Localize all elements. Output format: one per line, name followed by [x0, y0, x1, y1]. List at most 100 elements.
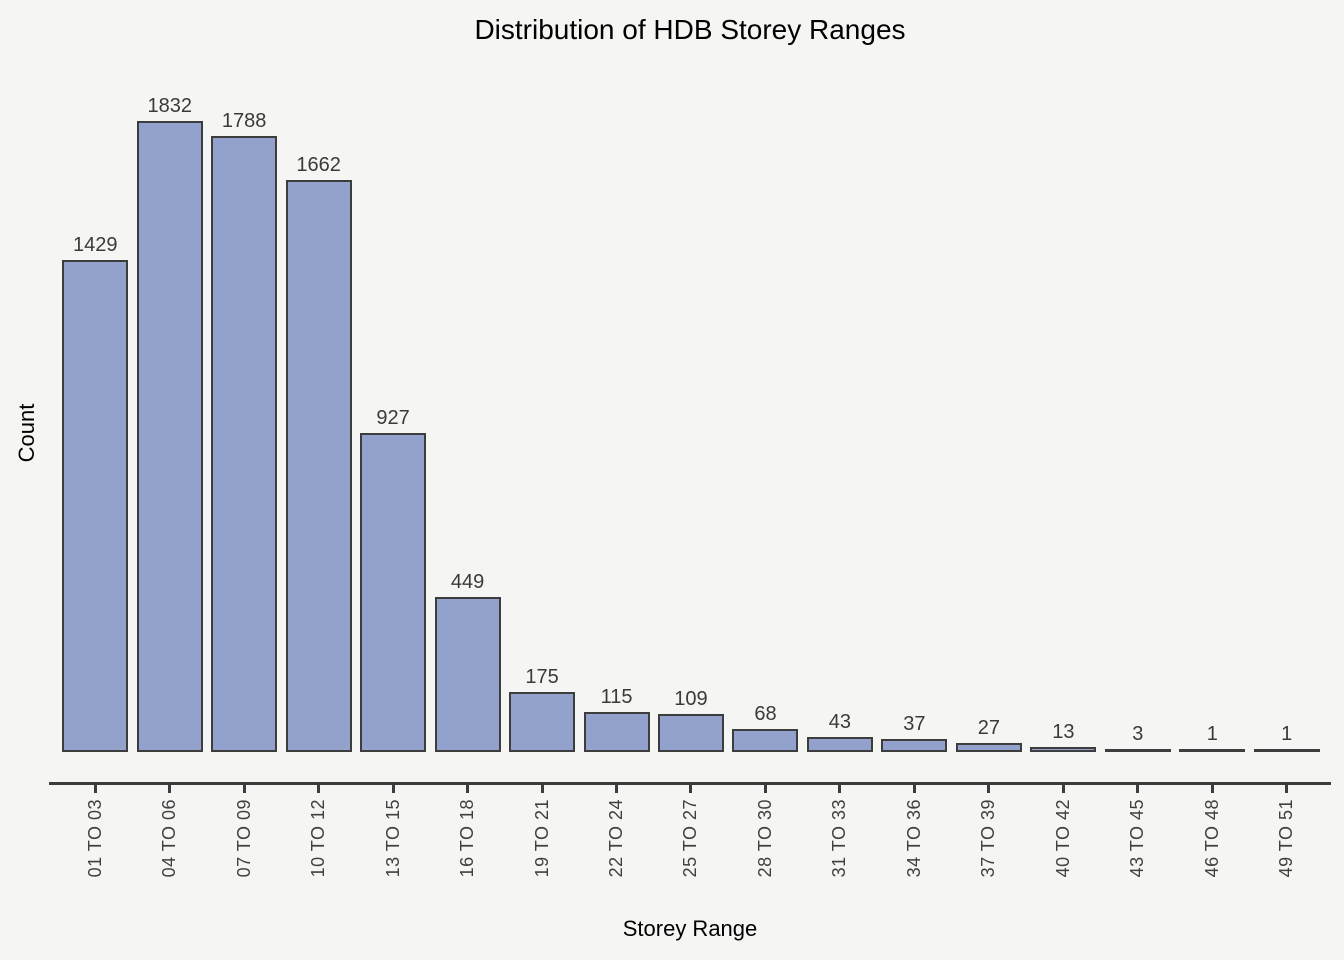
x-axis-tick-label: 40 TO 42: [1026, 799, 1100, 911]
bar: [434, 597, 501, 752]
bar: [1253, 749, 1320, 752]
bar-slot: 927: [356, 85, 430, 752]
bar-slot: 37: [877, 85, 951, 752]
bar-slot: 1429: [58, 85, 132, 752]
bar: [1030, 747, 1097, 752]
bar: [360, 433, 427, 752]
bar-value-label: 115: [600, 686, 633, 708]
bar-slot: 43: [803, 85, 877, 752]
x-axis-tick-label-text: 25 TO 27: [680, 799, 701, 878]
x-axis-title: Storey Range: [622, 916, 758, 941]
bar-slot: 27: [952, 85, 1026, 752]
bar-value-label: 68: [754, 703, 777, 725]
x-axis-tick-label: 37 TO 39: [952, 799, 1026, 911]
bar-value-label: 927: [376, 407, 410, 429]
x-axis-tick-label: 25 TO 27: [654, 799, 728, 911]
bar-value-label: 109: [674, 688, 708, 710]
x-axis-tick-mark: [1250, 785, 1324, 793]
bar-value-label: 37: [903, 713, 926, 735]
bar-slot: 1788: [207, 85, 281, 752]
bar: [732, 729, 799, 752]
bar-value-label: 43: [828, 711, 852, 733]
x-axis-tick-mark: [1175, 785, 1249, 793]
y-axis-title: Count: [14, 403, 39, 463]
bar: [285, 180, 352, 752]
bar-value-label: 27: [977, 717, 1000, 739]
x-axis-tick-label: 43 TO 45: [1101, 799, 1175, 911]
x-axis-ticks: [58, 785, 1324, 793]
x-axis-tick-label-text: 16 TO 18: [457, 799, 478, 878]
bar: [657, 714, 724, 752]
bar-value-label: 1: [1281, 723, 1293, 745]
x-axis-tick-label-text: 37 TO 39: [978, 799, 999, 878]
plot-area: 1429 1832 1788 1662 927 449 175 115 109 68 43 37 27 1…: [58, 85, 1324, 752]
bar-slot: 1832: [132, 85, 206, 752]
x-axis-tick-label-text: 49 TO 51: [1276, 799, 1297, 878]
x-axis-tick-label: 22 TO 24: [579, 799, 653, 911]
bar-slot: 1: [1175, 85, 1249, 752]
x-axis-tick-label-text: 19 TO 21: [531, 799, 552, 878]
x-axis-tick-label: 10 TO 12: [281, 799, 355, 911]
x-axis-tick-mark: [58, 785, 132, 793]
bar-slot: 175: [505, 85, 579, 752]
x-axis-tick-mark: [505, 785, 579, 793]
bar-value-label: 1788: [221, 110, 267, 132]
x-axis-tick-label: 07 TO 09: [207, 799, 281, 911]
x-axis-tick-label: 16 TO 18: [430, 799, 504, 911]
x-axis-tick-label-text: 43 TO 45: [1127, 799, 1148, 878]
bar-value-label: 1662: [296, 154, 341, 176]
x-axis-tick-mark: [356, 785, 430, 793]
bar-slot: 449: [430, 85, 504, 752]
bar: [1179, 749, 1246, 752]
bar-slot: 13: [1026, 85, 1100, 752]
bar-value-label: 449: [450, 571, 485, 593]
bar: [955, 743, 1022, 752]
x-axis-tick-mark: [207, 785, 281, 793]
x-axis-tick-label: 34 TO 36: [877, 799, 951, 911]
x-axis-tick-mark: [132, 785, 206, 793]
x-axis-tick-label: 28 TO 30: [728, 799, 802, 911]
x-axis-tick-label: 19 TO 21: [505, 799, 579, 911]
x-axis-tick-label-text: 22 TO 24: [606, 799, 627, 878]
x-axis-tick-label: 13 TO 15: [356, 799, 430, 911]
bar: [881, 739, 948, 752]
x-axis-tick-label: 01 TO 03: [58, 799, 132, 911]
bar: [509, 692, 576, 752]
x-axis-tick-mark: [803, 785, 877, 793]
bar-value-label: 1: [1206, 723, 1218, 745]
x-axis-tick-label-text: 10 TO 12: [308, 799, 329, 878]
x-axis-tick-mark: [281, 785, 355, 793]
bar: [136, 121, 203, 752]
x-axis-tick-label-text: 34 TO 36: [903, 799, 924, 878]
x-axis-tick-label: 31 TO 33: [803, 799, 877, 911]
x-axis-tick-mark: [1026, 785, 1100, 793]
x-axis-tick-mark: [579, 785, 653, 793]
x-axis-tick-label: 49 TO 51: [1250, 799, 1324, 911]
bar-value-label: 3: [1132, 723, 1144, 745]
x-axis-line: [49, 782, 1331, 785]
bar-value-label: 1429: [72, 234, 118, 256]
x-axis-tick-mark: [728, 785, 802, 793]
bar: [62, 260, 129, 752]
bar-slot: 1662: [281, 85, 355, 752]
x-axis-tick-label-text: 40 TO 42: [1052, 799, 1073, 878]
bar: [583, 712, 650, 752]
x-axis-tick-label-text: 46 TO 48: [1201, 799, 1222, 878]
x-axis-tick-label-text: 28 TO 30: [754, 799, 775, 878]
x-axis-tick-label-text: 31 TO 33: [829, 799, 850, 878]
bar-slot: 109: [654, 85, 728, 752]
bar-slot: 68: [728, 85, 802, 752]
x-axis-tick-label-text: 01 TO 03: [84, 799, 105, 878]
bar-value-label: 1832: [147, 95, 192, 117]
bar-slot: 3: [1101, 85, 1175, 752]
x-axis-tick-labels: 01 TO 03 04 TO 06 07 TO 09 10 TO 12 13 TO 15…: [58, 799, 1324, 911]
x-axis-tick-mark: [654, 785, 728, 793]
x-axis-tick-label-text: 04 TO 06: [159, 799, 180, 878]
bar: [211, 136, 278, 752]
x-axis-tick-label: 04 TO 06: [132, 799, 206, 911]
x-axis-tick-mark: [877, 785, 951, 793]
bar-slot: 1: [1250, 85, 1324, 752]
x-axis-tick-mark: [430, 785, 504, 793]
